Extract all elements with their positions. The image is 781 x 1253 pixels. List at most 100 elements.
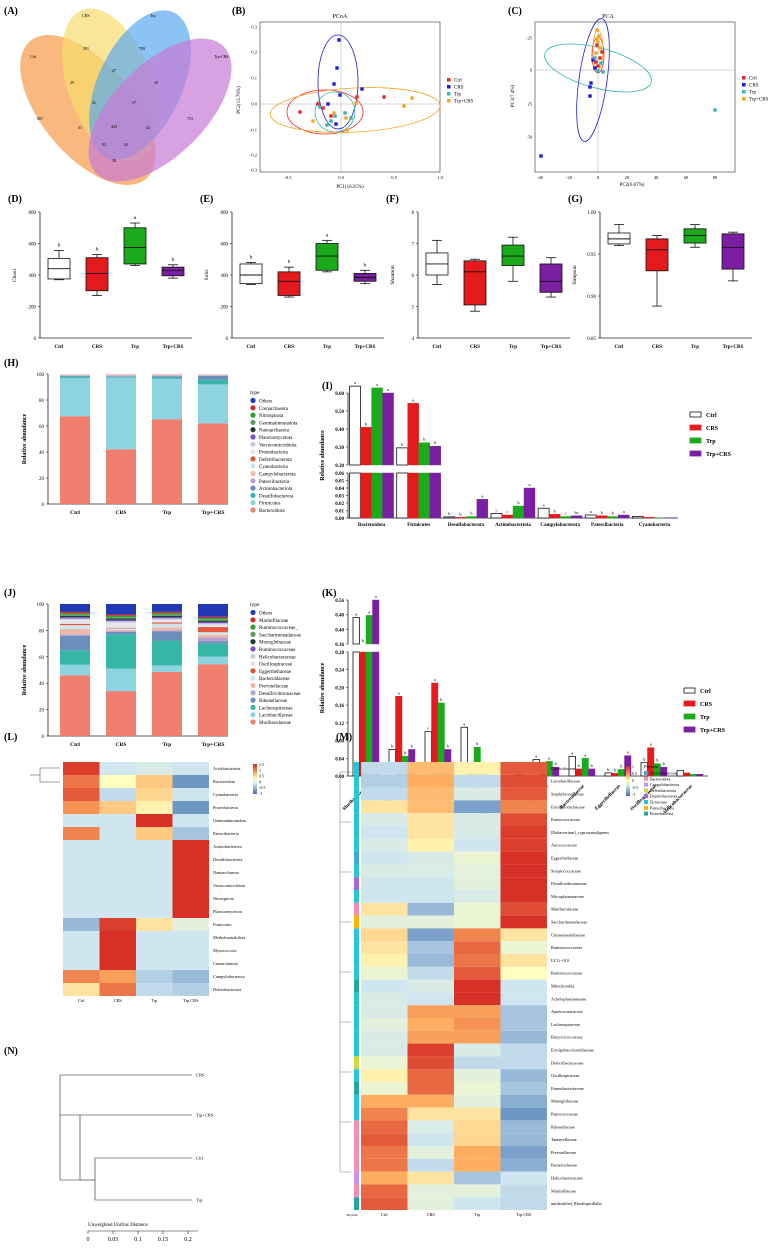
phylum-legend-swatch — [644, 771, 648, 775]
legend-swatch — [250, 668, 255, 673]
heatmap-row-label: Nitrospirota — [213, 896, 234, 901]
bar-Ctrl — [444, 517, 455, 518]
phylum-annotation — [354, 916, 359, 929]
y-tick-label: 80 — [39, 399, 45, 404]
color-scale-step — [253, 766, 257, 768]
heatmap-cell — [361, 1018, 408, 1031]
heatmap-cell — [63, 879, 100, 892]
heatmap-row-label: Mycoplasmataceae — [551, 894, 584, 899]
legend-swatch — [250, 405, 255, 410]
legend-swatch — [250, 676, 255, 681]
heatmap-cell — [454, 1044, 501, 1057]
pcoa-ytick: 0.0 — [251, 102, 257, 107]
heatmap-cell — [173, 853, 210, 866]
heatmap-cell — [361, 890, 408, 903]
heatmap-cell — [173, 892, 210, 905]
venn-count: 31 — [78, 125, 82, 130]
heatmap-cell — [408, 1031, 455, 1044]
bar-Trp+CRS — [524, 488, 535, 518]
heatmap-cell — [100, 918, 137, 931]
heatmap-cell — [408, 941, 455, 954]
heatmap-col-label: Trp.CRS — [516, 1212, 532, 1217]
color-scale-label: 0 — [632, 778, 634, 783]
pcoa-ytick: 0.2 — [251, 50, 257, 55]
legend-swatch — [250, 719, 255, 724]
y-tick-label: 6 — [412, 274, 415, 279]
heatmap-cell — [501, 775, 548, 788]
phylum-annotation — [354, 877, 359, 890]
stack-segment — [198, 617, 228, 618]
bar-Ctrl — [397, 448, 408, 465]
phylum-legend-label: Campylobacterota — [650, 782, 680, 787]
y-tick-label: 0.00 — [335, 517, 344, 522]
x-tick-label: Eggerthellaceae — [595, 784, 623, 812]
heatmap-cell — [501, 890, 548, 903]
panel-label: (H) — [4, 358, 18, 369]
venn-count: 63 — [124, 142, 128, 147]
legend-label: Eggerthellaceae — [259, 670, 292, 675]
heatmap-cell — [501, 826, 548, 839]
legend-swatch — [250, 442, 255, 447]
stack-segment — [198, 380, 228, 385]
significance-letter: b — [411, 743, 414, 748]
legend-swatch — [250, 493, 255, 498]
heatmap-row-label: Streptococcaceae — [551, 868, 581, 873]
heatmap-row-label: Enterobacteriaceae — [551, 1086, 584, 1091]
stack-segment — [198, 618, 228, 619]
phylum-annotation — [354, 1172, 359, 1185]
stack-segment — [152, 378, 182, 379]
phylum-annotation — [354, 1146, 359, 1159]
y-tick-label: 20 — [39, 709, 45, 714]
y-axis-title: Relative abundance — [22, 413, 28, 464]
heatmap-cell — [63, 827, 100, 840]
bar-Ctrl — [353, 652, 360, 776]
heatmap-cell — [361, 916, 408, 929]
heatmap-cell — [63, 866, 100, 879]
pcoa-legend-label: Trp+CRS — [454, 100, 474, 105]
pcoa-xtick: 0.0 — [338, 175, 344, 180]
venn-count: 807 — [37, 116, 43, 121]
heatmap-cell — [361, 1095, 408, 1108]
phylum-annotation — [354, 1159, 359, 1172]
significance-letter: b — [404, 750, 407, 755]
significance-letter: a — [375, 594, 377, 599]
tree-leaf-label: CRS — [196, 1073, 205, 1078]
bar-CRS — [408, 403, 419, 465]
phylum-annotation — [354, 980, 359, 993]
significance-letter: bc — [575, 510, 579, 515]
bar-CRS — [408, 473, 419, 518]
y-tick-label: 40 — [39, 682, 45, 687]
legend-label: Nitrospirota — [259, 414, 284, 419]
color-scale-step — [253, 764, 257, 766]
bar-Ctrl — [353, 618, 360, 644]
pca-point — [598, 56, 601, 59]
bar-Trp — [582, 758, 589, 776]
legend-swatch — [250, 654, 255, 659]
heatmap-col-label: Trp — [474, 1212, 480, 1217]
heatmap-cell — [63, 892, 100, 905]
phylum-legend-title: Phylum — [644, 764, 659, 769]
heatmap-cell — [408, 1108, 455, 1121]
significance-letter: b — [591, 763, 594, 768]
x-tick-label: Trp+CRS — [541, 345, 562, 350]
y-tick-label: 0.40 — [335, 628, 344, 633]
boxplot-E: (E)0200400600800SobsbCtrlbCRSaTrpbTrp+CR… — [200, 194, 384, 350]
bar-Trp+CRS — [618, 515, 629, 518]
color-scale-label: 1 — [259, 768, 261, 773]
tree-axis-tick-label: 0 — [87, 1237, 90, 1243]
venn-count: 41 — [92, 100, 96, 105]
y-tick-label: 100 — [37, 373, 45, 378]
bar-Ctrl — [350, 473, 361, 518]
heatmap-cell — [173, 931, 210, 944]
significance-letter: b — [612, 511, 615, 516]
pcoa-point — [325, 123, 328, 126]
panel-label: (D) — [8, 194, 22, 205]
color-scale-step — [253, 782, 257, 784]
heatmap-cell — [100, 762, 137, 775]
phylum-legend-label: Desulfobacterota — [650, 794, 678, 799]
bar-Trp+CRS — [430, 446, 441, 465]
box-Trp+CRS — [722, 234, 744, 269]
color-scale-step — [253, 779, 257, 781]
stack-segment — [60, 665, 90, 676]
